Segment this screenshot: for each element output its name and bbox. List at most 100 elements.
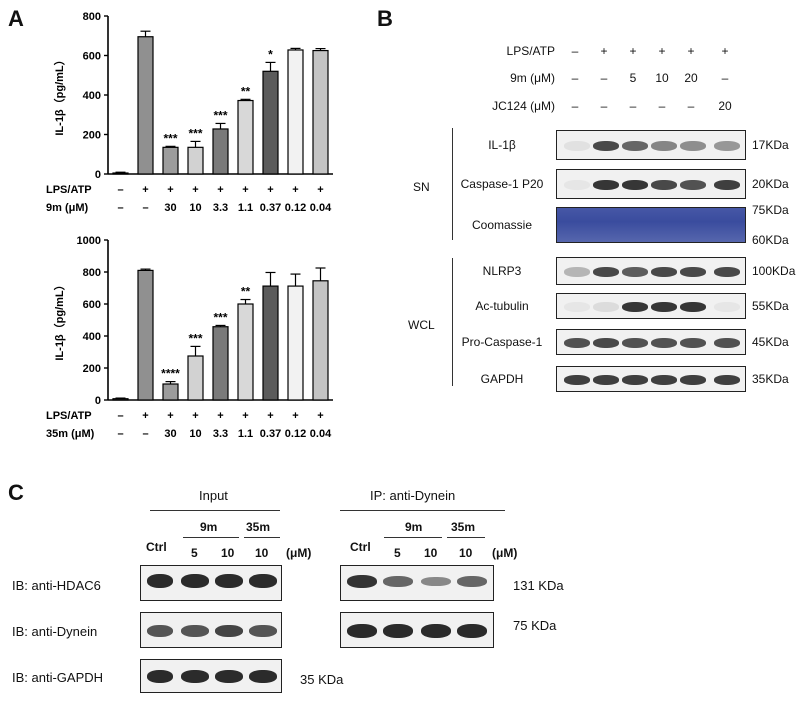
panel-label-a: A <box>8 6 24 31</box>
lps-label: + <box>192 184 198 196</box>
c-row-label-dynein: IB: anti-Dynein <box>12 624 98 639</box>
blot-strip <box>556 257 746 285</box>
significance-label: *** <box>213 310 227 324</box>
significance-label: *** <box>188 331 202 345</box>
ip-dose-10a: 10 <box>424 546 438 560</box>
blot-band <box>680 267 706 277</box>
lps-label: + <box>217 410 223 422</box>
significance-label: ** <box>241 84 251 98</box>
blot-band <box>593 141 619 151</box>
significance-label: * <box>268 47 273 61</box>
bar <box>162 383 179 401</box>
blot-band <box>680 180 706 190</box>
ip-dose-5: 5 <box>394 546 401 560</box>
condition-row-label: 9m (μM) <box>510 71 555 85</box>
lps-label: + <box>292 184 298 196</box>
bar <box>187 146 204 175</box>
blot-band <box>651 338 677 348</box>
bar <box>287 49 304 175</box>
significance-label: ** <box>241 285 251 299</box>
kda-label: 60KDa <box>752 233 789 247</box>
dose-label: 3.3 <box>213 202 228 214</box>
ip-9m-line <box>384 537 442 538</box>
bar-chart-9m: 0200400600800IL-1β（pg/mL）––+–***+30***+1… <box>46 11 333 214</box>
blot-band <box>651 375 677 385</box>
dose-label: 30 <box>164 202 176 214</box>
bar <box>112 398 129 401</box>
lps-label: + <box>142 410 148 422</box>
condition-value: – <box>571 71 579 85</box>
lps-label: + <box>242 184 248 196</box>
kda-label: 100KDa <box>752 264 796 278</box>
input-title: Input <box>199 488 228 503</box>
dose-label: 0.37 <box>260 428 281 440</box>
y-tick-label: 1000 <box>77 235 101 247</box>
ip-unit: (μM) <box>492 546 518 560</box>
kda-label: 35KDa <box>752 372 789 386</box>
dose-label: – <box>117 428 123 440</box>
group-bracket-sn <box>452 128 453 240</box>
blot-band <box>680 141 706 151</box>
blot-label: Coomassie <box>471 218 533 232</box>
ip-title-underline <box>340 510 505 511</box>
dose-label: – <box>142 428 148 440</box>
blot-band <box>680 338 706 348</box>
blot-band <box>714 180 740 190</box>
kda-label: 17KDa <box>752 138 789 152</box>
bar <box>262 285 279 401</box>
blot-strip <box>556 293 746 319</box>
bar <box>312 49 329 175</box>
kda-label: 20KDa <box>752 177 789 191</box>
condition-value: – <box>571 99 579 113</box>
blot-band <box>564 338 590 348</box>
blot-strip <box>556 329 746 355</box>
condition-value: – <box>600 99 608 113</box>
bar <box>237 99 254 175</box>
ip-title: IP: anti-Dynein <box>370 488 456 503</box>
blot-label: Caspase-1 P20 <box>460 177 544 191</box>
bar <box>312 280 329 401</box>
condition-value: + <box>658 44 666 58</box>
ip-ctrl: Ctrl <box>350 540 371 554</box>
blot-input-hdac6 <box>140 565 282 601</box>
panel-label-b: B <box>377 6 393 31</box>
input-35m-line <box>244 537 280 538</box>
row-label-dose: 9m (μM) <box>46 202 89 214</box>
ip-dose-10b: 10 <box>459 546 473 560</box>
bar <box>137 269 154 401</box>
lps-label: + <box>242 410 248 422</box>
condition-row-label: JC124 (μM) <box>492 99 555 113</box>
dose-label: 10 <box>189 428 201 440</box>
dose-label: 0.04 <box>310 428 332 440</box>
group-label-sn: SN <box>413 180 430 194</box>
dose-label: 1.1 <box>238 428 253 440</box>
significance-label: *** <box>213 108 227 122</box>
c-kda-75: 75 KDa <box>513 618 557 633</box>
blot-ip-dynein <box>340 612 494 648</box>
lps-label: + <box>167 184 173 196</box>
input-35m: 35m <box>246 520 271 534</box>
y-tick-label: 600 <box>83 51 101 63</box>
blot-band <box>680 375 706 385</box>
dose-label: 1.1 <box>238 202 253 214</box>
c-kda-35: 35 KDa <box>300 672 344 687</box>
significance-label: *** <box>163 131 177 145</box>
blot-band <box>593 302 619 312</box>
blot-label: GAPDH <box>480 372 524 386</box>
lps-label: + <box>317 184 323 196</box>
blot-band <box>593 338 619 348</box>
bar <box>287 285 304 401</box>
condition-value: – <box>571 44 579 58</box>
condition-value: 5 <box>629 71 637 85</box>
blot-band <box>564 180 590 190</box>
input-dose-10b: 10 <box>255 546 269 560</box>
blot-band <box>651 267 677 277</box>
blot-band <box>622 141 648 151</box>
blot-band <box>651 302 677 312</box>
dose-label: 10 <box>189 202 201 214</box>
blot-band <box>564 141 590 151</box>
input-dose-5: 5 <box>191 546 198 560</box>
blot-label: IL-1β <box>488 138 516 152</box>
blot-band <box>622 267 648 277</box>
c-kda-131: 131 KDa <box>513 578 564 593</box>
